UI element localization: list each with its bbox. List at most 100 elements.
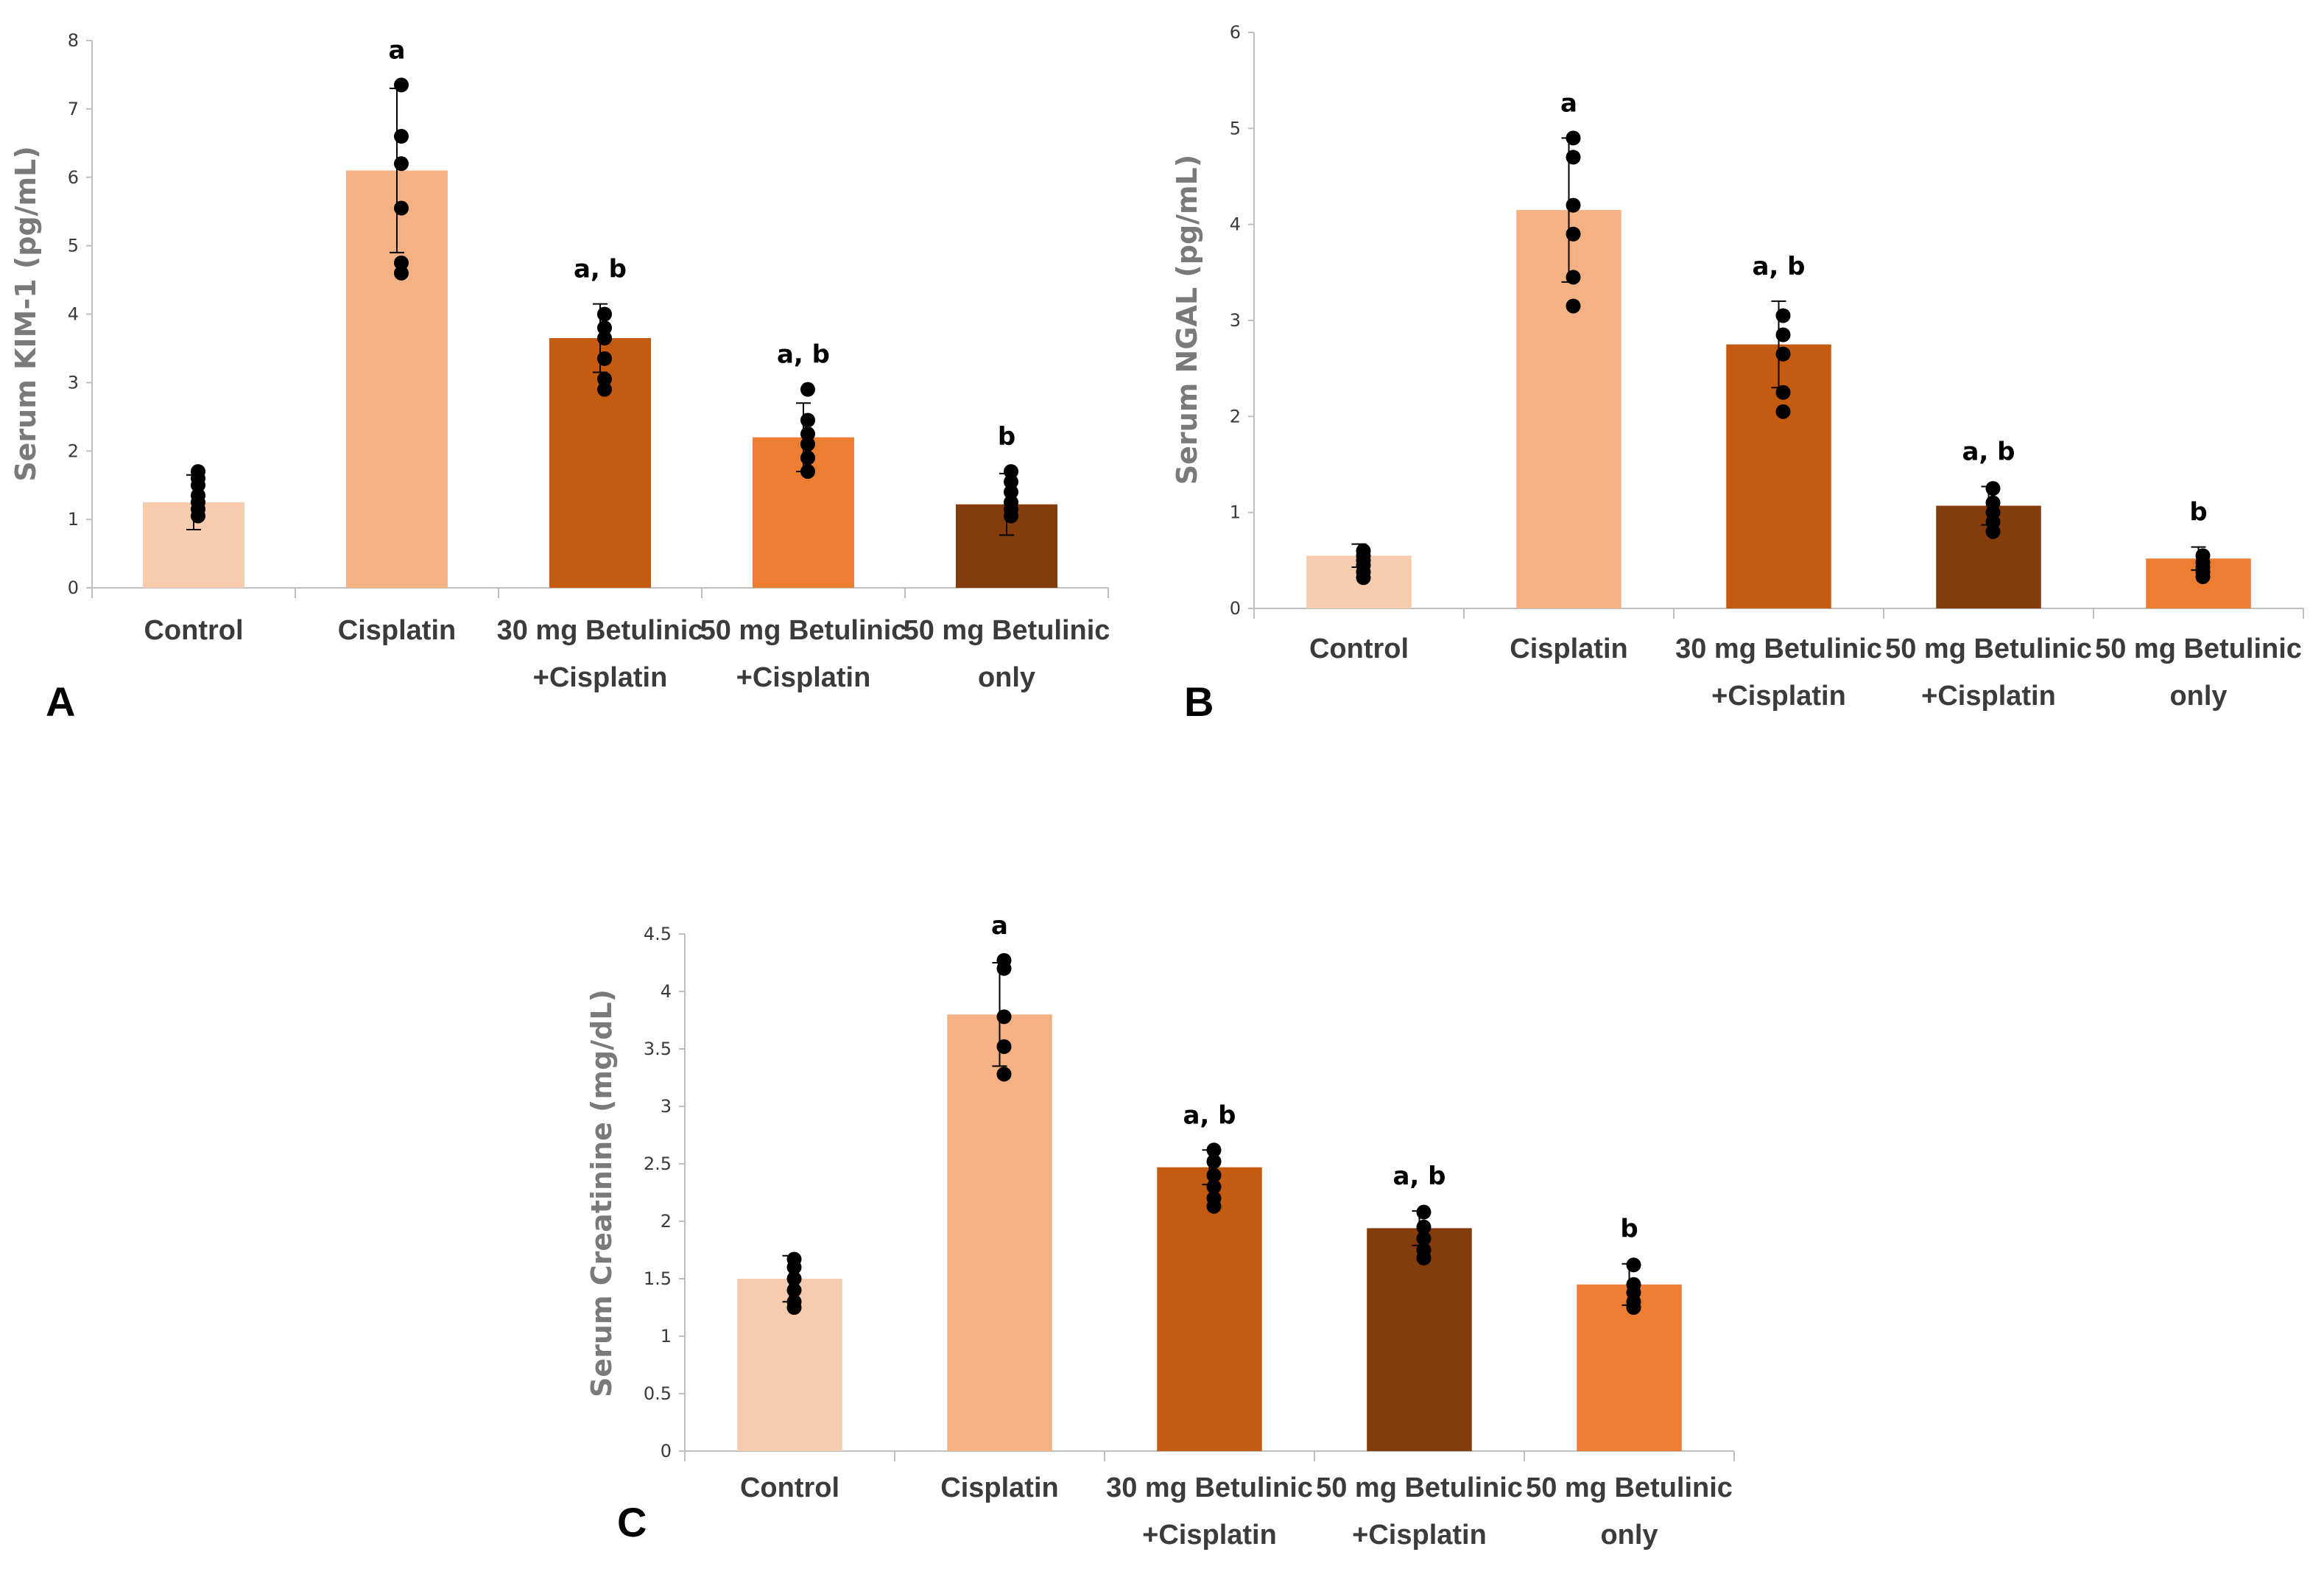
bar	[1367, 1228, 1472, 1451]
data-point	[1626, 1277, 1641, 1292]
data-point	[1775, 308, 1791, 323]
data-point	[597, 306, 612, 322]
data-point	[597, 382, 612, 397]
data-point	[1206, 1154, 1222, 1169]
x-tick-label: +Cisplatin	[1711, 681, 1846, 712]
data-point	[1626, 1257, 1641, 1273]
data-point	[394, 255, 409, 270]
y-tick-label: 5	[68, 236, 79, 256]
significance-label: a, b	[1962, 437, 2015, 466]
data-point	[800, 450, 815, 466]
significance-label: a, b	[1183, 1100, 1236, 1130]
y-tick-label: 1	[1230, 502, 1241, 523]
data-point	[394, 265, 409, 281]
data-point	[1416, 1219, 1432, 1235]
bar	[947, 1014, 1052, 1451]
x-tick-label: 30 mg Betulinic	[1675, 633, 1882, 664]
significance-label: a, b	[1392, 1162, 1446, 1191]
significance-label: b	[998, 422, 1015, 452]
significance-label: a, b	[574, 255, 627, 284]
y-tick-label: 1.5	[644, 1268, 672, 1289]
data-point	[394, 200, 409, 216]
data-point	[394, 129, 409, 144]
data-point	[996, 1039, 1012, 1054]
y-tick-label: 6	[1230, 22, 1241, 43]
y-tick-label: 4	[661, 981, 672, 1002]
data-point	[1206, 1142, 1222, 1158]
data-point	[1566, 270, 1581, 285]
y-tick-label: 4	[68, 304, 79, 325]
y-tick-label: 1	[68, 509, 79, 530]
data-point	[2195, 548, 2211, 563]
y-tick-label: 0	[1230, 598, 1241, 619]
data-point	[1775, 385, 1791, 400]
x-tick-label: Cisplatin	[338, 615, 456, 646]
panel-label: A	[46, 678, 75, 725]
data-point	[1566, 226, 1581, 242]
y-axis-label: Serum NGAL (pg/mL)	[1171, 155, 1203, 485]
data-point	[1566, 150, 1581, 165]
significance-label: a	[991, 911, 1008, 941]
y-tick-label: 0	[68, 577, 79, 598]
x-tick-label: 50 mg Betulinic	[2095, 633, 2302, 664]
data-point	[800, 464, 815, 480]
significance-label: a, b	[777, 340, 830, 370]
y-tick-label: 2	[68, 440, 79, 461]
x-tick-label: 50 mg Betulinic	[1526, 1472, 1733, 1503]
data-point	[597, 371, 612, 387]
data-point	[996, 1067, 1012, 1082]
x-tick-label: Cisplatin	[940, 1472, 1058, 1503]
y-tick-label: 8	[68, 30, 79, 51]
data-point	[1566, 197, 1581, 213]
x-tick-label: +Cisplatin	[533, 662, 668, 693]
bar	[1157, 1167, 1262, 1451]
y-axis-label: Serum Creatinine (mg/dL)	[585, 989, 618, 1397]
x-tick-label: only	[1600, 1520, 1658, 1551]
data-point	[1004, 484, 1018, 499]
x-tick-label: Control	[740, 1472, 839, 1503]
y-tick-label: 4.5	[644, 924, 672, 944]
data-point	[1566, 298, 1581, 314]
data-point	[394, 156, 409, 172]
data-point	[1775, 327, 1791, 343]
y-tick-label: 7	[68, 99, 79, 119]
x-tick-label: 30 mg Betulinic	[1106, 1472, 1313, 1503]
y-tick-label: 3	[661, 1096, 672, 1117]
y-tick-label: 0.5	[644, 1383, 672, 1404]
data-point	[800, 426, 815, 442]
x-tick-label: +Cisplatin	[736, 662, 871, 693]
significance-label: a	[1560, 88, 1577, 118]
significance-label: a, b	[1752, 252, 1805, 281]
x-tick-label: +Cisplatin	[1142, 1520, 1277, 1551]
data-point	[1206, 1179, 1222, 1195]
data-point	[800, 436, 815, 452]
x-tick-label: 50 mg Betulinic	[1885, 633, 2092, 664]
y-axis-label: Serum KIM-1 (pg/mL)	[10, 146, 42, 481]
panel-label: B	[1184, 678, 1214, 725]
y-tick-label: 5	[1230, 118, 1241, 138]
x-tick-label: only	[2169, 681, 2227, 712]
panel-label: C	[617, 1499, 647, 1545]
data-point	[394, 77, 409, 93]
significance-label: a	[389, 35, 406, 65]
data-point	[786, 1294, 802, 1310]
data-point	[786, 1282, 802, 1298]
y-tick-label: 3	[68, 372, 79, 393]
data-point	[1004, 494, 1018, 510]
data-point	[1206, 1190, 1222, 1206]
x-tick-label: 50 mg Betulinic	[1316, 1472, 1523, 1503]
data-point	[1004, 464, 1018, 480]
data-point	[1775, 404, 1791, 419]
x-tick-label: 50 mg Betulinic	[904, 615, 1110, 646]
significance-label: b	[1620, 1215, 1638, 1244]
data-point	[1004, 474, 1018, 490]
data-point	[1985, 495, 2001, 510]
data-point	[1206, 1168, 1222, 1183]
y-tick-label: 6	[68, 167, 79, 188]
data-point	[996, 1009, 1012, 1025]
data-point	[800, 412, 815, 428]
x-tick-label: +Cisplatin	[1352, 1520, 1487, 1551]
x-tick-label: 50 mg Betulinic	[700, 615, 907, 646]
y-tick-label: 2.5	[644, 1154, 672, 1174]
x-tick-label: +Cisplatin	[1921, 681, 2056, 712]
